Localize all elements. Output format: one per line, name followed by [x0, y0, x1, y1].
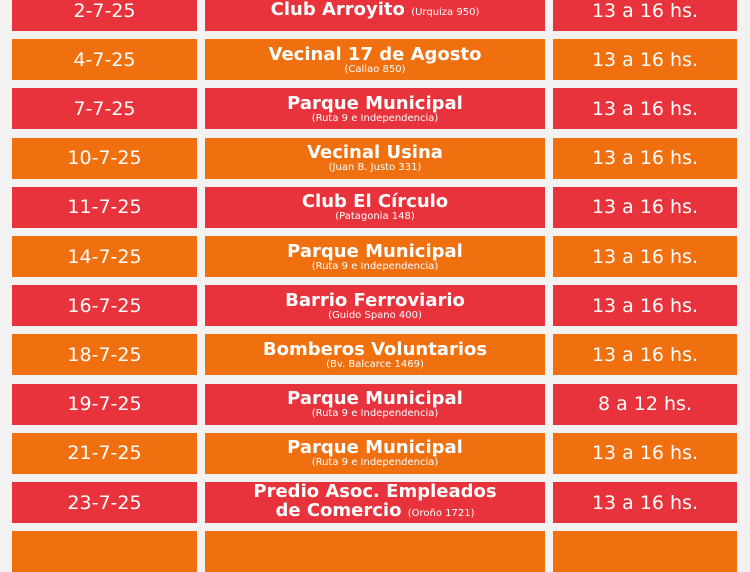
place-name: Predio Asoc. Empleados: [253, 481, 497, 502]
place-name: Club Arroyito: [270, 0, 405, 20]
place-address: (Juan B. Justo 331): [328, 162, 422, 174]
place-name: Club El Círculo: [301, 191, 449, 213]
place-name: Parque Municipal: [287, 388, 463, 410]
time-cell: 13 a 16 hs.: [553, 137, 737, 179]
time-cell: 8 a 12 hs.: [553, 383, 737, 425]
schedule-row: 7-7-25 Parque Municipal (Ruta 9 e Independ…: [0, 88, 750, 130]
place-cell: Predio Asoc. Empleados de Comercio (Oroño…: [205, 482, 545, 523]
schedule-row: 4-7-25 Vecinal 17 de Agosto (Callao 850) 13…: [0, 39, 750, 81]
schedule-row: 19-7-25 Parque Municipal (Ruta 9 e Indepen…: [0, 383, 750, 425]
date-cell: 11-7-25: [12, 186, 197, 228]
date-cell: 4-7-25: [12, 39, 197, 81]
schedule-row: 18-7-25 Bomberos Voluntarios (Bv. Balcarce…: [0, 334, 750, 376]
date-cell: 16-7-25: [12, 285, 197, 327]
date-cell: 7-7-25: [12, 88, 197, 130]
time-cell: 13 a 16 hs.: [553, 0, 737, 31]
time-cell: 13 a 16 hs.: [553, 88, 737, 130]
place-address: (Ruta 9 e Independencia): [311, 112, 439, 124]
place-cell: [205, 531, 545, 572]
schedule-row: 10-7-25 Vecinal Usina (Juan B. Justo 331) 1…: [0, 137, 750, 179]
time-cell: 13 a 16 hs.: [553, 236, 737, 277]
place-name: Vecinal Usina: [307, 142, 443, 164]
date-cell: [12, 531, 197, 572]
place-cell: Parque Municipal (Ruta 9 e Independencia): [205, 88, 545, 130]
place-cell: Parque Municipal (Ruta 9 e Independencia): [205, 383, 545, 425]
schedule-row: [0, 531, 750, 572]
place-cell: Bomberos Voluntarios (Bv. Balcarce 1469): [205, 334, 545, 376]
time-cell: 13 a 16 hs.: [553, 186, 737, 228]
date-cell: 21-7-25: [12, 432, 197, 474]
time-cell: 13 a 16 hs.: [553, 482, 737, 523]
place-cell: Vecinal Usina (Juan B. Justo 331): [205, 137, 545, 179]
place-name-line2: de Comercio: [275, 500, 402, 521]
place-cell: Barrio Ferroviario (Guido Spano 400): [205, 285, 545, 327]
time-cell: 13 a 16 hs.: [553, 432, 737, 474]
place-cell: Vecinal 17 de Agosto (Callao 850): [205, 39, 545, 81]
place-address: (Bv. Balcarce 1469): [326, 358, 424, 370]
place-address: (Ruta 9 e Independencia): [311, 408, 439, 420]
time-cell: 13 a 16 hs.: [553, 285, 737, 327]
place-name: Barrio Ferroviario: [285, 289, 465, 311]
schedule-row: 23-7-25 Predio Asoc. Empleados de Comercio…: [0, 482, 750, 523]
place-cell: Club El Círculo (Patagonia 148): [205, 186, 545, 228]
date-cell: 18-7-25: [12, 334, 197, 376]
place-address: (Oroño 1721): [407, 508, 475, 519]
place-cell: Parque Municipal (Ruta 9 e Independencia): [205, 432, 545, 474]
schedule-row: 16-7-25 Barrio Ferroviario (Guido Spano 40…: [0, 285, 750, 327]
time-cell: [553, 531, 737, 572]
place-cell: Parque Municipal (Ruta 9 e Independencia): [205, 236, 545, 277]
date-cell: 10-7-25: [12, 137, 197, 179]
place-address: (Ruta 9 e Independencia): [311, 457, 439, 469]
date-cell: 23-7-25: [12, 482, 197, 523]
time-cell: 13 a 16 hs.: [553, 39, 737, 81]
place-address: (Patagonia 148): [335, 211, 415, 223]
place-name: Parque Municipal: [287, 437, 463, 459]
place-name: Bomberos Voluntarios: [262, 338, 488, 360]
date-cell: 19-7-25: [12, 383, 197, 425]
place-name: Parque Municipal: [287, 92, 463, 114]
place-name: Vecinal 17 de Agosto: [268, 43, 482, 65]
place-address: (Ruta 9 e Independencia): [311, 260, 439, 272]
place-name: Parque Municipal: [287, 240, 463, 262]
date-cell: 2-7-25: [12, 0, 197, 31]
time-cell: 13 a 16 hs.: [553, 334, 737, 376]
schedule-row: 11-7-25 Club El Círculo (Patagonia 148) 13 …: [0, 186, 750, 228]
place-address: (Guido Spano 400): [328, 309, 422, 321]
place-address: (Urquiza 950): [411, 6, 480, 18]
schedule-row: 21-7-25 Parque Municipal (Ruta 9 e Indepen…: [0, 432, 750, 474]
place-address: (Callao 850): [344, 63, 406, 75]
date-cell: 14-7-25: [12, 236, 197, 277]
schedule-row: 2-7-25 Club Arroyito (Urquiza 950) 13 a 16…: [0, 0, 750, 31]
place-cell: Club Arroyito (Urquiza 950): [205, 0, 545, 31]
schedule-row: 14-7-25 Parque Municipal (Ruta 9 e Indepen…: [0, 236, 750, 277]
